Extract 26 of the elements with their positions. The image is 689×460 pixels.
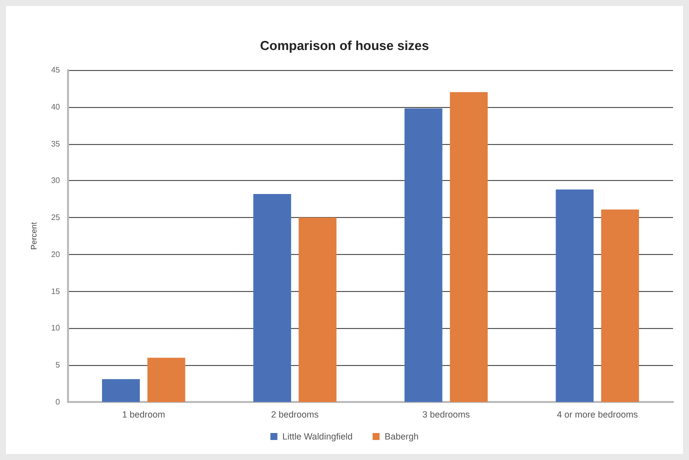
bar [404, 108, 442, 402]
legend-label: Little Waldingfield [282, 432, 353, 442]
y-tick-label: 20 [51, 250, 61, 259]
bar [253, 194, 292, 402]
x-tick-label: 4 or more bedrooms [556, 410, 638, 420]
chart-title: Comparison of house sizes [260, 38, 430, 53]
bar [601, 209, 639, 402]
bar [298, 218, 336, 402]
y-tick-label: 5 [56, 360, 61, 370]
bar [450, 92, 488, 402]
y-tick-label: 0 [56, 398, 61, 406]
y-tick-label: 35 [51, 139, 61, 148]
x-tick-label: 3 bedrooms [422, 410, 470, 420]
y-tick-label: 10 [51, 324, 61, 333]
y-tick-label: 40 [51, 102, 61, 112]
y-tick-label: 15 [51, 286, 61, 296]
bar [147, 358, 186, 402]
legend-label: Babergh [384, 432, 419, 442]
y-tick-label: 25 [51, 213, 61, 222]
y-tick-label: 45 [51, 66, 61, 74]
y-tick-label: 30 [51, 176, 61, 186]
x-tick-label: 2 bedrooms [271, 410, 320, 420]
bar [556, 190, 594, 402]
y-axis-title: Percent [30, 221, 38, 250]
bar [102, 379, 140, 402]
x-tick-label: 1 bedroom [122, 410, 166, 420]
